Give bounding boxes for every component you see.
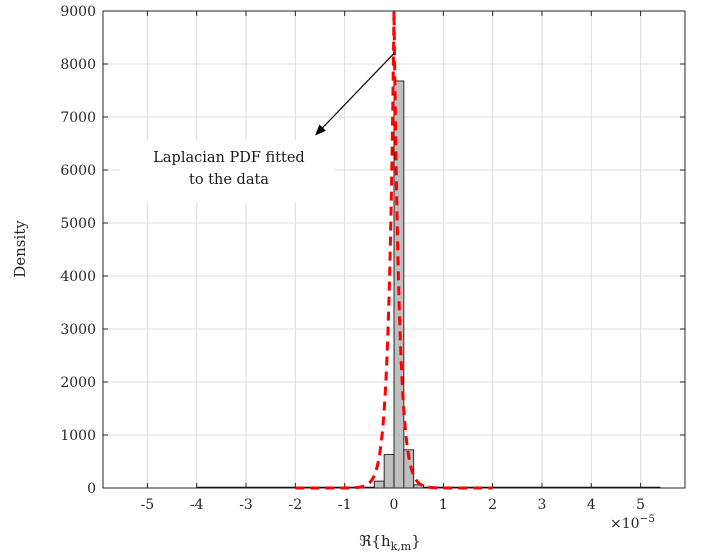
x-tick-label: 4 (587, 497, 596, 513)
y-tick-label: 0 (87, 481, 96, 497)
x-tick-label: 1 (439, 497, 448, 513)
annotation-line-2: to the data (189, 172, 269, 188)
y-tick-label: 8000 (60, 57, 96, 73)
y-tick-label: 5000 (60, 216, 96, 232)
x-axis-scale-label: ×10−5 (610, 513, 655, 532)
x-tick-label: 3 (538, 497, 547, 513)
y-tick-label: 3000 (60, 322, 96, 338)
laplacian-fit-curve (295, 10, 493, 490)
x-tick-label: 5 (636, 497, 645, 513)
histogram-bar (373, 480, 385, 489)
x-tick-label: -2 (289, 497, 303, 513)
y-tick-label: 4000 (60, 269, 96, 285)
x-tick-label: -4 (190, 497, 204, 513)
annotation-arrowhead (315, 124, 326, 136)
y-tick-label: 1000 (60, 428, 96, 444)
annotation-line-1: Laplacian PDF fitted (153, 150, 304, 166)
x-tick-label: -1 (338, 497, 352, 513)
annotation-arrow (322, 52, 395, 129)
y-tick-label: 9000 (60, 4, 96, 20)
x-axis-label: ℜ{hk,m} (359, 532, 421, 553)
y-tick-label: 2000 (60, 375, 96, 391)
y-axis-label: Density (11, 220, 29, 278)
x-tick-label: 0 (390, 497, 399, 513)
x-tick-label: -3 (239, 497, 253, 513)
y-tick-label: 7000 (60, 110, 96, 126)
laplacian-fit-line (295, 10, 493, 490)
histogram-bar (383, 454, 395, 489)
tick-labels: -5 -4 -3 -2 -1 0 1 2 3 4 5 0 1000 2000 3000 4000 5000 600… (60, 4, 645, 513)
y-tick-label: 6000 (60, 163, 96, 179)
annotation-background (120, 140, 335, 202)
x-tick-label: 2 (488, 497, 497, 513)
x-tick-label: -5 (141, 497, 155, 513)
